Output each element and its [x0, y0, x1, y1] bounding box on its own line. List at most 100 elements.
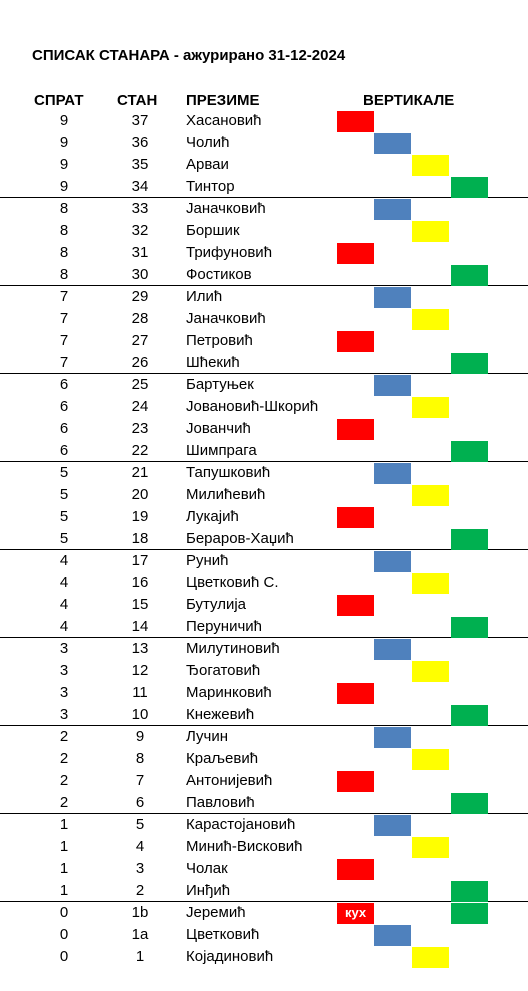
floor-cell: 0 — [59, 926, 69, 943]
apartment-cell: 2 — [135, 882, 145, 899]
apartment-cell: 7 — [135, 772, 145, 789]
surname-cell: Тапушковић — [186, 464, 271, 481]
header-verticals: ВЕРТИКАЛЕ — [363, 92, 455, 109]
apartment-cell: 35 — [131, 156, 149, 173]
table-row: 3 12 Ђогатовић — [0, 660, 528, 682]
apartment-cell: 31 — [131, 244, 149, 261]
floor-cell: 3 — [59, 640, 69, 657]
floor-cell: 4 — [59, 574, 69, 591]
floor-cell: 3 — [59, 662, 69, 679]
vertical-marker-green — [451, 177, 488, 198]
surname-cell: Павловић — [186, 794, 255, 811]
vertical-marker-yellow — [412, 573, 449, 594]
table-row: 9 34 Тинтор — [0, 176, 528, 198]
vertical-marker-blue — [374, 639, 411, 660]
table-row: 1 2 Инђић — [0, 880, 528, 902]
floor-cell: 9 — [59, 156, 69, 173]
apartment-cell: 29 — [131, 288, 149, 305]
surname-cell: Арваи — [186, 156, 229, 173]
vertical-marker-green — [451, 793, 488, 814]
vertical-marker-green — [451, 441, 488, 462]
floor-cell: 2 — [59, 728, 69, 745]
floor-cell: 9 — [59, 112, 69, 129]
floor-cell: 9 — [59, 178, 69, 195]
floor-cell: 5 — [59, 486, 69, 503]
vertical-marker-yellow — [412, 397, 449, 418]
apartment-cell: 18 — [131, 530, 149, 547]
vertical-marker-yellow — [412, 155, 449, 176]
vertical-marker-green — [451, 529, 488, 550]
surname-cell: Фостиков — [186, 266, 252, 283]
floor-cell: 3 — [59, 706, 69, 723]
apartment-cell: 25 — [131, 376, 149, 393]
table-row: 6 22 Шимпрага — [0, 440, 528, 462]
floor-cell: 3 — [59, 684, 69, 701]
surname-cell: Лучин — [186, 728, 228, 745]
apartment-cell: 32 — [131, 222, 149, 239]
apartment-cell: 17 — [131, 552, 149, 569]
surname-cell: Цветковић — [186, 926, 260, 943]
floor-cell: 4 — [59, 552, 69, 569]
header-floor: СПРАТ — [34, 92, 84, 109]
surname-cell: Јаначковић — [186, 310, 266, 327]
apartment-cell: 11 — [132, 684, 148, 701]
surname-cell: Чолић — [186, 134, 230, 151]
surname-cell: Петровић — [186, 332, 253, 349]
table-row: 8 32 Боршик — [0, 220, 528, 242]
surname-cell: Кнежевић — [186, 706, 255, 723]
table-row: 0 1b Јеремић кух — [0, 902, 528, 924]
apartment-cell: 36 — [131, 134, 149, 151]
vertical-marker-blue — [374, 463, 411, 484]
apartment-cell: 15 — [131, 596, 149, 613]
floor-cell: 7 — [59, 354, 69, 371]
page-title: СПИСАК СТАНАРА - ажурирано 31-12-2024 — [32, 47, 346, 64]
vertical-marker-blue — [374, 199, 411, 220]
surname-cell: Јовановић-Шкорић — [186, 398, 319, 415]
surname-cell: Илић — [186, 288, 223, 305]
table-row: 8 31 Трифуновић — [0, 242, 528, 264]
table-row: 2 8 Краљевић — [0, 748, 528, 770]
floor-cell: 6 — [59, 442, 69, 459]
table-row: 4 17 Рунић — [0, 550, 528, 572]
floor-cell: 1 — [59, 816, 69, 833]
surname-cell: Бераров-Хаџић — [186, 530, 294, 547]
vertical-marker-red — [337, 595, 374, 616]
surname-cell: Милутиновић — [186, 640, 280, 657]
table-row: 9 35 Арваи — [0, 154, 528, 176]
floor-cell: 8 — [59, 266, 69, 283]
apartment-cell: 1b — [131, 904, 149, 921]
apartment-cell: 21 — [131, 464, 149, 481]
floor-cell: 5 — [59, 508, 69, 525]
apartment-cell: 12 — [131, 662, 149, 679]
apartment-cell: 22 — [131, 442, 149, 459]
vertical-marker-yellow — [412, 837, 449, 858]
table-row: 9 36 Чолић — [0, 132, 528, 154]
apartment-cell: 6 — [135, 794, 145, 811]
table-row: 2 7 Антонијевић — [0, 770, 528, 792]
apartment-cell: 33 — [131, 200, 149, 217]
surname-cell: Антонијевић — [186, 772, 273, 789]
apartment-cell: 8 — [135, 750, 145, 767]
surname-cell: Ђогатовић — [186, 662, 261, 679]
table-row: 4 14 Перуничић — [0, 616, 528, 638]
header-surname: ПРЕЗИМЕ — [186, 92, 260, 109]
vertical-marker-yellow — [412, 221, 449, 242]
surname-cell: Шимпрага — [186, 442, 257, 459]
surname-cell: Шћекић — [186, 354, 240, 371]
surname-cell: Маринковић — [186, 684, 272, 701]
floor-cell: 5 — [59, 464, 69, 481]
table-row: 5 19 Лукајић — [0, 506, 528, 528]
table-row: 4 16 Цветковић С. — [0, 572, 528, 594]
vertical-marker-red — [337, 683, 374, 704]
vertical-marker-blue — [374, 287, 411, 308]
apartment-cell: 1 — [135, 948, 145, 965]
table-row: 1 5 Карастојановић — [0, 814, 528, 836]
vertical-marker-green — [451, 353, 488, 374]
table-row: 5 21 Тапушковић — [0, 462, 528, 484]
vertical-marker-green — [451, 265, 488, 286]
floor-cell: 8 — [59, 222, 69, 239]
floor-cell: 1 — [59, 838, 69, 855]
table-row: 9 37 Хасановић — [0, 110, 528, 132]
table-row: 1 3 Чолак — [0, 858, 528, 880]
surname-cell: Трифуновић — [186, 244, 273, 261]
